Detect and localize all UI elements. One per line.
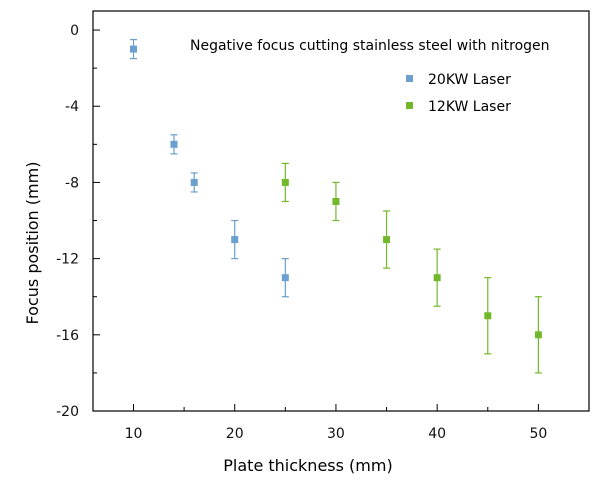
data-point bbox=[170, 140, 178, 148]
y-tick-label: -16 bbox=[56, 328, 79, 344]
legend: 20KW Laser 12KW Laser bbox=[406, 72, 511, 115]
series-0 bbox=[129, 38, 289, 298]
x-tick-label: 20 bbox=[226, 426, 244, 442]
plot-area bbox=[92, 10, 590, 412]
legend-label-20kw: 20KW Laser bbox=[428, 72, 511, 88]
data-point bbox=[332, 197, 340, 205]
data-point bbox=[484, 312, 492, 320]
data-point bbox=[383, 236, 391, 244]
x-tick-label: 10 bbox=[125, 426, 143, 442]
series-1 bbox=[281, 162, 542, 374]
data-point bbox=[534, 331, 542, 339]
data-point bbox=[281, 274, 289, 282]
legend-swatch-12kw bbox=[406, 102, 413, 109]
data-point bbox=[231, 236, 239, 244]
y-tick-label: -8 bbox=[65, 175, 79, 191]
y-tick-label: -12 bbox=[56, 252, 79, 268]
legend-label-12kw: 12KW Laser bbox=[428, 99, 511, 115]
y-axis-title: Focus position (mm) bbox=[23, 162, 42, 325]
tick-labels: 10 20 30 40 50 0 -4 -8 -12 -16 -20 bbox=[56, 23, 547, 442]
data-point bbox=[281, 178, 289, 186]
y-tick-label: -20 bbox=[56, 404, 79, 420]
legend-swatch-20kw bbox=[406, 75, 413, 82]
x-tick-label: 40 bbox=[428, 426, 446, 442]
series-layer bbox=[129, 38, 542, 374]
x-tick-label: 50 bbox=[529, 426, 547, 442]
x-axis-title: Plate thickness (mm) bbox=[223, 456, 392, 475]
data-point bbox=[433, 274, 441, 282]
data-point bbox=[129, 45, 137, 53]
y-tick-label: 0 bbox=[70, 23, 79, 39]
y-tick-label: -4 bbox=[65, 99, 79, 115]
chart-title: Negative focus cutting stainless steel w… bbox=[190, 38, 550, 54]
axis-ticks bbox=[93, 29, 539, 412]
data-point bbox=[190, 178, 198, 186]
x-tick-label: 30 bbox=[327, 426, 345, 442]
